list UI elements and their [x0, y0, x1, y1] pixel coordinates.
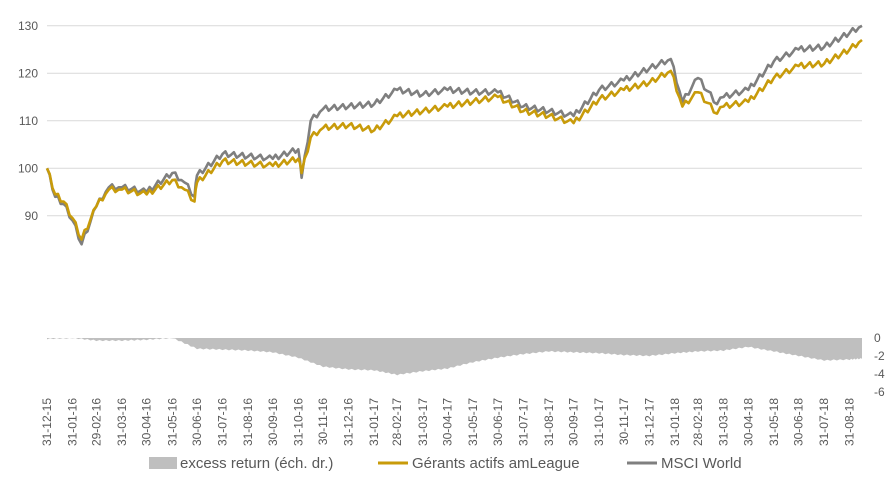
- x-tick-label: 30-11-17: [617, 398, 631, 445]
- legend-label-msci: MSCI World: [661, 455, 742, 472]
- x-tick-label: 31-07-17: [516, 398, 530, 446]
- legend-swatch-excess: [149, 457, 177, 469]
- x-tick-label: 31-12-15: [40, 398, 54, 446]
- x-tick-label: 30-09-17: [567, 398, 581, 446]
- gridlines: [47, 25, 862, 217]
- x-tick-label: 31-07-18: [817, 398, 831, 446]
- x-tick-label: 31-08-18: [843, 398, 857, 446]
- y2-tick-label--2: -2: [874, 349, 885, 363]
- x-tick-label: 29-02-16: [89, 398, 103, 446]
- left-y-axis: 90 100 110 120 130: [18, 19, 38, 223]
- x-tick-label: 31-05-16: [165, 398, 179, 446]
- gerants-actifs-line: [45, 38, 863, 241]
- x-tick-label: 31-12-17: [642, 398, 656, 446]
- x-tick-label: 31-05-17: [466, 398, 480, 446]
- x-tick-label: 31-05-18: [767, 398, 781, 446]
- legend: excess return (éch. dr.) Gérants actifs a…: [149, 455, 742, 472]
- x-tick-label: 31-01-16: [66, 398, 80, 446]
- x-tick-label: 30-04-17: [441, 398, 455, 446]
- x-axis: 31-12-15 31-01-16 29-02-16 31-03-16 30-04-16…: [40, 398, 857, 446]
- x-tick-label: 31-08-16: [241, 398, 255, 446]
- x-tick-label: 30-11-16: [316, 398, 330, 445]
- y-tick-label-120: 120: [18, 66, 38, 80]
- y2-tick-label-0: 0: [874, 331, 881, 345]
- right-y-axis: 0 -2 -4 -6: [874, 331, 885, 399]
- x-tick-label: 31-01-18: [668, 398, 682, 446]
- x-tick-label: 31-07-16: [216, 398, 230, 446]
- x-tick-label: 31-10-16: [291, 398, 305, 446]
- x-tick-label: 30-04-18: [741, 398, 755, 446]
- x-tick-label: 31-12-16: [342, 398, 356, 446]
- y2-tick-label--4: -4: [874, 367, 885, 381]
- legend-label-excess: excess return (éch. dr.): [180, 455, 333, 472]
- x-tick-label: 30-06-18: [792, 398, 806, 446]
- x-tick-label: 31-01-17: [367, 398, 381, 446]
- x-tick-label: 28-02-17: [390, 398, 404, 446]
- excess-return-area-layer: [47, 338, 862, 376]
- excess-return-area: [47, 338, 862, 376]
- series-lines: [45, 24, 863, 246]
- y-tick-label-110: 110: [19, 114, 38, 128]
- x-tick-label: 30-06-17: [491, 398, 505, 446]
- x-tick-label: 30-04-16: [140, 398, 154, 446]
- y2-tick-label--6: -6: [874, 385, 885, 399]
- y-tick-label-100: 100: [18, 161, 38, 175]
- x-tick-label: 30-09-16: [266, 398, 280, 446]
- msci-world-line: [45, 24, 863, 246]
- y-tick-label-90: 90: [25, 209, 39, 223]
- y-tick-label-130: 130: [18, 19, 38, 33]
- x-tick-label: 31-08-17: [542, 398, 556, 446]
- x-tick-label: 31-03-17: [416, 398, 430, 446]
- x-tick-label: 31-03-16: [115, 398, 129, 446]
- x-tick-label: 30-06-16: [190, 398, 204, 446]
- x-tick-label: 31-03-18: [717, 398, 731, 446]
- x-tick-label: 28-02-18: [691, 398, 705, 446]
- legend-label-gerants: Gérants actifs amLeague: [412, 455, 580, 472]
- x-tick-label: 31-10-17: [592, 398, 606, 446]
